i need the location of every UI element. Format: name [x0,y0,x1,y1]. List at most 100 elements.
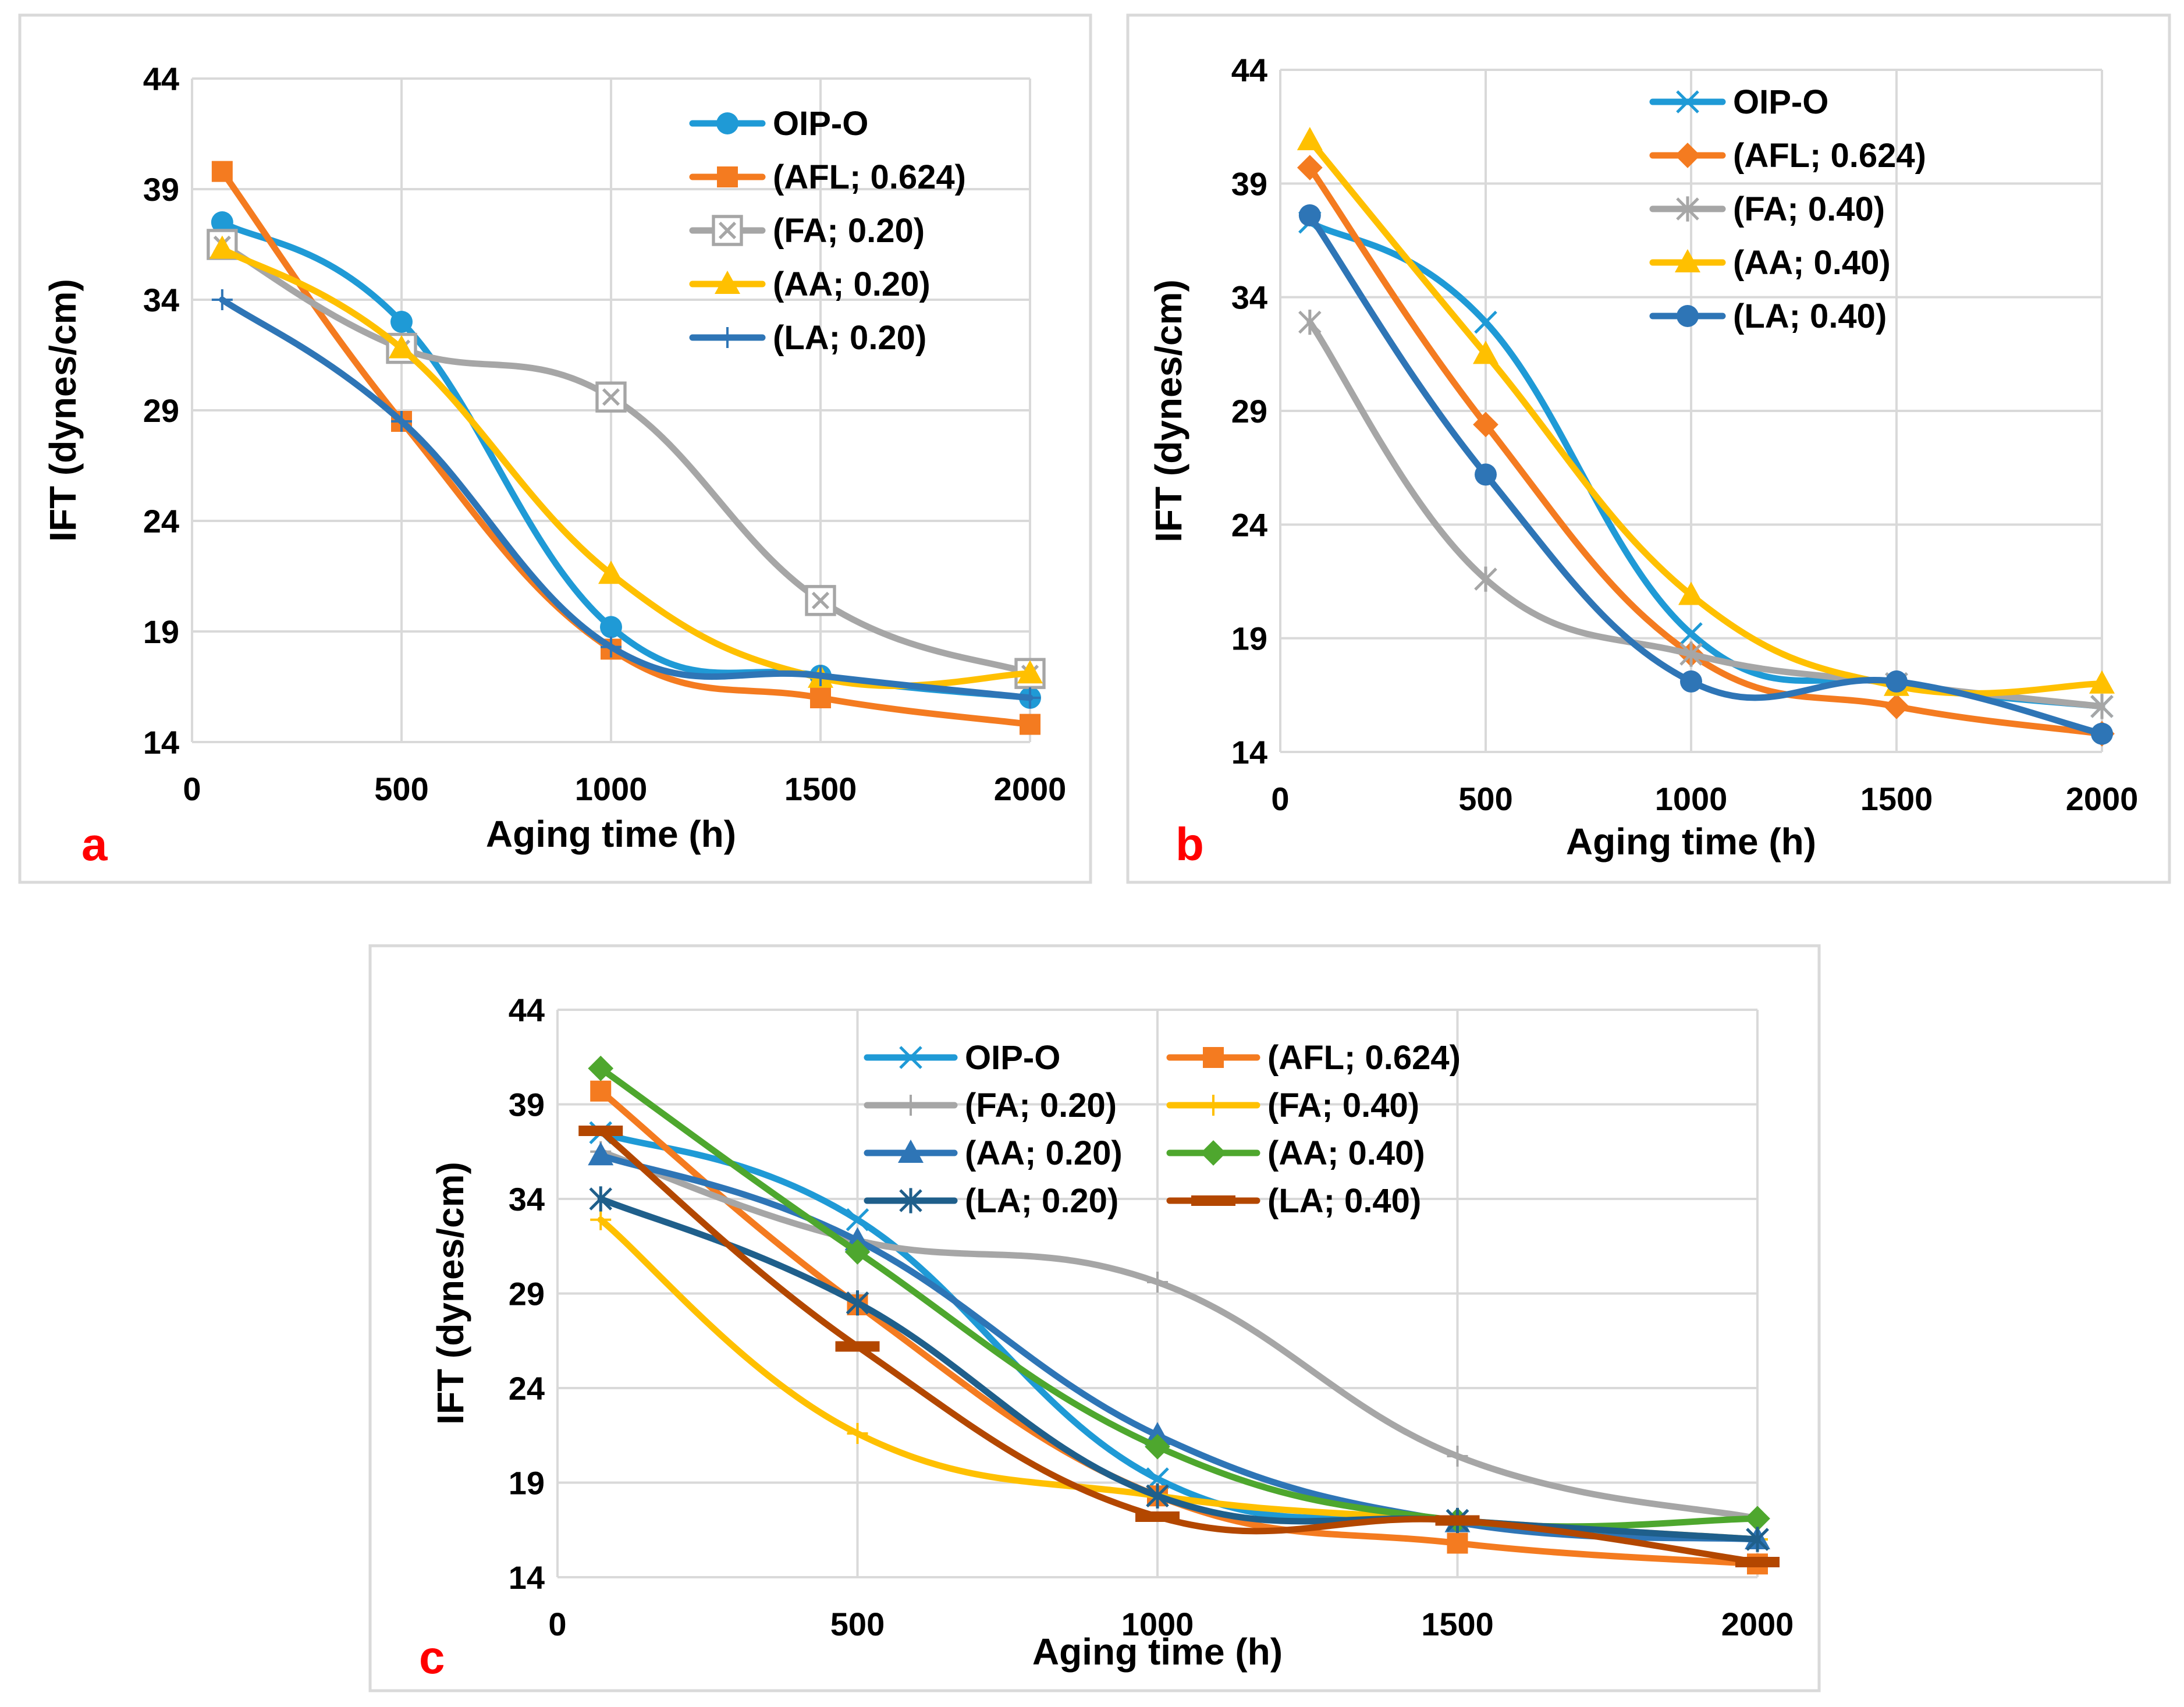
data-point [1145,1433,1170,1460]
x-tick-label: 500 [830,1606,885,1642]
data-point [1745,1506,1770,1532]
legend-marker [712,215,743,246]
data-point [589,1186,613,1212]
series-(LA; 0.40) [578,1126,1780,1567]
legend-marker [1203,1095,1224,1116]
legend-item: (AA; 0.40) [1649,244,1891,282]
data-point [810,665,831,686]
legend-item: (FA; 0.20) [689,212,925,250]
data-point [600,616,622,638]
legend-item: (LA; 0.40) [1166,1182,1421,1220]
data-point [2091,722,2113,745]
y-axis-label: IFT (dynes/cm) [429,1162,471,1425]
legend-marker [1191,1195,1235,1206]
legend-item: (LA; 0.20) [689,319,926,357]
legend-marker [899,1046,922,1069]
legend: OIP-O (AFL; 0.624) (FA; 0.40) (AA; 0.40) (LA… [1649,83,1926,335]
y-tick-label: 34 [509,1181,545,1218]
data-point [590,1209,612,1230]
legend-item: (FA; 0.40) [1649,190,1885,228]
legend-item: (LA; 0.40) [1649,297,1887,335]
y-tick-label: 39 [509,1087,545,1123]
legend-marker [1675,143,1700,168]
data-point [601,636,622,658]
panel-label: c [419,1631,445,1683]
y-tick-label: 44 [1231,52,1267,88]
y-tick-label: 29 [1231,393,1267,430]
data-point [1146,1483,1169,1509]
data-point [211,211,233,233]
legend-label: (FA; 0.40) [1267,1087,1419,1124]
data-point [1135,1511,1180,1522]
legend-item: (FA; 0.20) [864,1087,1117,1124]
y-tick-label: 24 [1231,506,1267,543]
legend-marker [1676,196,1699,222]
data-point [588,1055,614,1081]
x-tick-label: 0 [1271,780,1289,817]
x-tick-label: 2000 [1721,1606,1794,1642]
legend-label: (FA; 0.20) [773,212,925,250]
data-point [1679,622,1703,645]
legend-item: (AFL; 0.624) [1166,1039,1461,1077]
series-(LA; 0.20) [589,1186,1769,1552]
legend-marker [715,271,740,294]
legend-item: OIP-O [864,1039,1060,1077]
data-point [810,687,831,708]
legend-label: OIP-O [773,105,868,143]
data-point [1679,641,1703,667]
data-point [1447,1532,1468,1554]
legend-label: (LA; 0.20) [773,319,926,357]
data-point [1145,1422,1170,1446]
data-point [588,1142,614,1166]
legend: OIP-O (AFL; 0.624) (FA; 0.20) (AA; 0.20) (LA… [689,105,966,357]
y-tick-label: 14 [1231,734,1267,771]
y-tick-label: 39 [1231,165,1267,202]
y-tick-label: 19 [509,1465,545,1502]
legend-label: (AA; 0.20) [773,265,931,303]
legend-label: (AFL; 0.624) [773,158,966,196]
y-tick-label: 34 [1231,279,1267,316]
legend-item: (AA; 0.20) [689,265,931,303]
legend-item: (AFL; 0.624) [689,158,966,196]
data-point [847,1423,868,1444]
panel-c-frame [368,944,1821,1692]
data-point [391,411,412,432]
legend-label: (FA; 0.40) [1733,190,1885,228]
legend-marker [1676,90,1699,113]
x-tick-label: 0 [548,1606,566,1642]
panel-label: a [81,818,108,870]
data-point [1297,127,1323,151]
y-tick-label: 44 [509,992,545,1028]
legend-item: (LA; 0.20) [864,1182,1118,1220]
data-point [1473,411,1498,438]
panel-a: 14 19 24 29 34 39 44 0 500 1000 1500 2000 Aging time… [42,61,1066,870]
panel-b: 14 19 24 29 34 39 44 0 500 1000 1500 2000 Aging time… [1148,52,2138,870]
legend-label: (FA; 0.20) [965,1087,1117,1124]
data-point [1884,694,1909,719]
x-tick-label: 1500 [784,771,857,807]
data-point [211,289,233,310]
legend-label: OIP-O [1733,83,1828,121]
x-tick-label: 1000 [1655,780,1728,817]
data-point [209,235,235,259]
x-tick-label: 1000 [575,771,648,807]
legend-label: (LA; 0.20) [965,1182,1118,1220]
data-point [578,1126,623,1136]
data-point [1475,463,1497,486]
data-point [595,381,627,413]
legend-marker [899,1188,922,1213]
data-point [1746,1527,1769,1552]
legend-item: (AA; 0.20) [864,1134,1123,1172]
legend-label: (LA; 0.40) [1267,1182,1421,1220]
data-point [1017,660,1043,684]
series-(LA; 0.40) [1298,204,2113,745]
data-point [211,161,233,182]
legend-label: (AFL; 0.624) [1267,1039,1461,1077]
legend: OIP-O (AFL; 0.624) (FA; 0.20) (FA; 0.40) (AA… [864,1039,1461,1220]
data-point [1298,310,1322,335]
x-tick-label: 0 [183,771,201,807]
legend-label: (AA; 0.40) [1267,1134,1425,1172]
data-point [1020,687,1040,708]
panel-b-frame [1126,13,2171,884]
